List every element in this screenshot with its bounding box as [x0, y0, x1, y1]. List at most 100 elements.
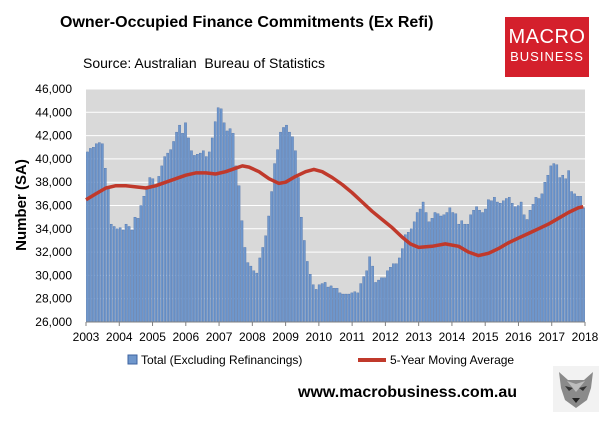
bar: [499, 203, 502, 323]
bar: [493, 197, 496, 323]
logo-line-1: MACRO: [508, 26, 586, 48]
bar: [216, 107, 220, 323]
bar: [115, 228, 119, 323]
bar: [279, 131, 282, 323]
bar: [576, 196, 579, 323]
bar: [344, 293, 348, 323]
bar: [178, 124, 181, 323]
bar: [306, 261, 309, 323]
chart-title: Owner-Occupied Finance Commitments (Ex R…: [60, 14, 434, 31]
y-axis-ticks: 26,000 28,000 30,000 32,000 34,000 36,000 38,0…: [35, 82, 72, 329]
legend-bar-swatch: [127, 354, 138, 365]
bar: [184, 122, 187, 323]
bar: [193, 155, 196, 323]
bar: [516, 205, 520, 323]
y-tick-label: 36,000: [35, 199, 72, 213]
bar: [463, 223, 466, 323]
x-tick-label: 2004: [106, 330, 133, 344]
bar: [308, 274, 312, 323]
bar: [207, 151, 211, 323]
bar: [505, 198, 508, 323]
bar: [445, 212, 449, 323]
source-note: Source: Australian Bureau of Statistics: [83, 55, 326, 71]
bar: [213, 121, 217, 323]
bar: [347, 293, 351, 323]
bar: [270, 191, 273, 323]
bar: [543, 182, 547, 323]
bar: [561, 175, 565, 323]
bar: [329, 285, 333, 323]
bar: [246, 262, 250, 323]
bar: [196, 154, 199, 323]
y-tick-label: 40,000: [35, 152, 72, 166]
website-url: www.macrobusiness.com.au: [298, 384, 518, 401]
bar: [540, 193, 544, 323]
bar: [335, 288, 339, 323]
bar: [454, 213, 458, 323]
y-tick-label: 34,000: [35, 222, 72, 236]
y-axis-label: Number (SA): [13, 159, 30, 251]
y-tick-label: 32,000: [35, 245, 72, 259]
bar: [255, 272, 259, 323]
bar: [427, 221, 431, 323]
bar: [415, 212, 419, 323]
bar: [326, 286, 330, 323]
bar: [359, 283, 363, 323]
bar: [303, 240, 306, 323]
y-tick-label: 46,000: [35, 82, 72, 96]
bar: [383, 277, 386, 323]
bar: [368, 256, 371, 323]
bar: [231, 133, 235, 323]
bar: [377, 279, 380, 323]
bar: [531, 204, 535, 323]
bar: [433, 212, 437, 323]
y-tick-label: 38,000: [35, 175, 72, 189]
bar: [338, 292, 342, 323]
bar: [181, 133, 184, 323]
bar: [222, 122, 226, 323]
bar: [534, 197, 538, 323]
bar: [502, 200, 505, 323]
bar: [487, 199, 490, 323]
bar: [365, 270, 368, 323]
y-tick-label: 44,000: [35, 105, 72, 119]
bar: [169, 149, 172, 323]
x-axis-ticks: 2003 2004 2005 2006 2007 2008 2009 2010 2011 2012…: [73, 322, 599, 344]
bar: [199, 152, 202, 323]
y-tick-label: 30,000: [35, 268, 72, 282]
bar: [145, 186, 149, 323]
bar: [481, 212, 484, 323]
bar: [101, 143, 104, 323]
bar: [546, 175, 550, 323]
x-tick-label: 2015: [472, 330, 499, 344]
bar: [276, 149, 279, 323]
x-tick-label: 2014: [439, 330, 466, 344]
x-tick-label: 2006: [172, 330, 199, 344]
bar: [564, 178, 567, 323]
bar: [252, 270, 256, 323]
bar: [484, 208, 487, 323]
bar: [380, 277, 383, 323]
bar: [249, 265, 253, 323]
bar: [404, 234, 407, 323]
bar: [282, 127, 285, 323]
y-tick-label: 26,000: [35, 315, 72, 329]
bar: [258, 257, 262, 323]
bar: [582, 207, 585, 323]
bar: [424, 212, 428, 323]
x-tick-label: 2013: [405, 330, 432, 344]
bar: [510, 203, 514, 323]
bar: [98, 142, 101, 323]
bar: [288, 131, 291, 323]
bar: [513, 206, 517, 323]
bar: [166, 152, 169, 323]
bar: [528, 210, 532, 323]
bar: [225, 130, 229, 323]
bar: [237, 185, 241, 323]
x-tick-label: 2018: [572, 330, 599, 344]
bar: [187, 137, 190, 323]
bar: [469, 214, 472, 323]
wolf-logo-icon: [553, 366, 599, 412]
bar: [549, 165, 553, 323]
